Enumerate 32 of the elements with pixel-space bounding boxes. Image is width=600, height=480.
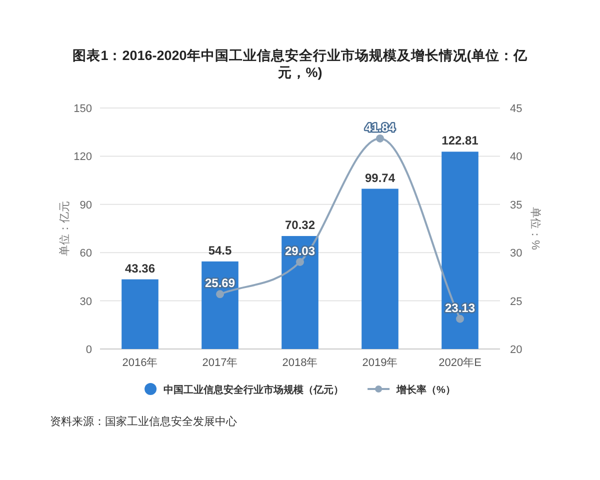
data-label: 122.81 <box>442 134 478 148</box>
legend-label: 增长率（%） <box>396 385 456 396</box>
y2tick-label: 35 <box>510 199 522 212</box>
xtick-label: 2019年 <box>362 357 398 369</box>
data-label: 54.5 <box>208 243 232 258</box>
y2tick-label: 40 <box>510 151 522 164</box>
annotation: 资料来源：国家工业信息安全发展中心 <box>50 416 237 428</box>
ytick-label: 150 <box>74 103 92 115</box>
y2tick-label: 20 <box>510 344 522 356</box>
data-label: 29.03 <box>284 244 316 258</box>
y2label: 单位：% <box>529 207 541 250</box>
xtick-label: 2017年 <box>202 357 238 369</box>
data-label: 99.74 <box>364 170 396 185</box>
data-label: 23.13 <box>444 300 476 315</box>
y2tick-label: 25 <box>510 296 522 308</box>
y2tick-label: 30 <box>510 248 522 260</box>
ytick-label: 120 <box>74 151 92 164</box>
legend-label: 中国工业信息安全行业市场规模（亿元） <box>164 385 344 396</box>
data-label: 70.32 <box>284 218 316 232</box>
title: 图表1：2016-2020年中国工业信息安全行业市场规模及增长情况(单位：亿元，%) <box>72 48 528 80</box>
ytick-label: 30 <box>80 296 92 308</box>
data-label: 41.84 <box>364 120 396 134</box>
data-label: 43.36 <box>124 261 156 276</box>
xtick-label: 2018年 <box>282 357 318 369</box>
y2tick-label: 45 <box>510 103 522 115</box>
xtick-label: 2016年 <box>122 357 158 369</box>
data-label: 25.69 <box>204 276 236 290</box>
xtick-label: 2020年E <box>438 357 482 369</box>
ytick-label: 0 <box>86 344 92 356</box>
ytick-label: 90 <box>80 199 92 212</box>
ylabel: 单位：亿元 <box>59 201 71 256</box>
ytick-label: 60 <box>80 248 92 260</box>
